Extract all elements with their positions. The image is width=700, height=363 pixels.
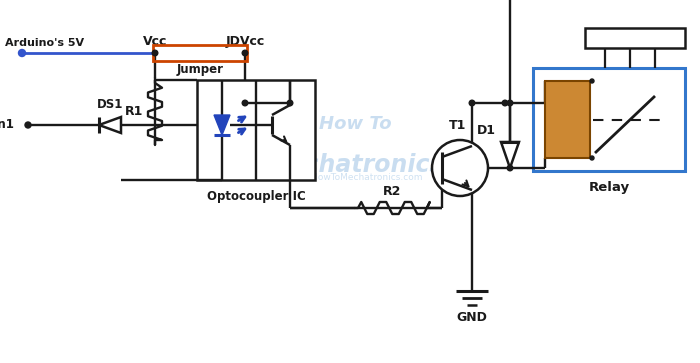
Circle shape [287,100,293,106]
Circle shape [502,100,508,106]
Text: Arduino's 5V: Arduino's 5V [5,38,84,48]
Text: Optocoupler IC: Optocoupler IC [206,190,305,203]
Bar [545,81,590,158]
Text: Relay: Relay [589,181,629,194]
Polygon shape [501,142,519,168]
Circle shape [508,165,513,171]
Text: R2: R2 [384,185,402,198]
Text: DS1: DS1 [97,98,123,111]
Text: GND: GND [456,311,487,324]
Circle shape [18,49,25,57]
Bar [197,80,315,180]
Text: R1: R1 [125,105,143,118]
Text: T1: T1 [449,119,467,132]
Text: NO COM NC: NO COM NC [599,33,671,43]
Circle shape [432,140,488,196]
Circle shape [508,100,513,106]
Circle shape [469,100,475,106]
Text: D1: D1 [477,124,496,137]
Polygon shape [99,117,121,133]
Bar [533,68,685,171]
Circle shape [590,79,594,83]
Bar [585,28,685,48]
Circle shape [242,50,248,56]
Circle shape [242,100,248,106]
Polygon shape [214,115,230,135]
Bar [545,81,590,158]
Text: Mechatronics: Mechatronics [266,153,444,177]
Circle shape [25,122,31,128]
Circle shape [590,156,594,160]
Text: Jumper: Jumper [176,63,223,76]
Text: Vcc: Vcc [143,35,167,48]
Text: How To: How To [318,115,391,133]
Text: www.HowToMechatronics.com: www.HowToMechatronics.com [287,173,423,182]
Circle shape [152,50,158,56]
Text: In1: In1 [0,118,15,131]
Bar [153,45,247,61]
Text: JDVcc: JDVcc [225,35,265,48]
